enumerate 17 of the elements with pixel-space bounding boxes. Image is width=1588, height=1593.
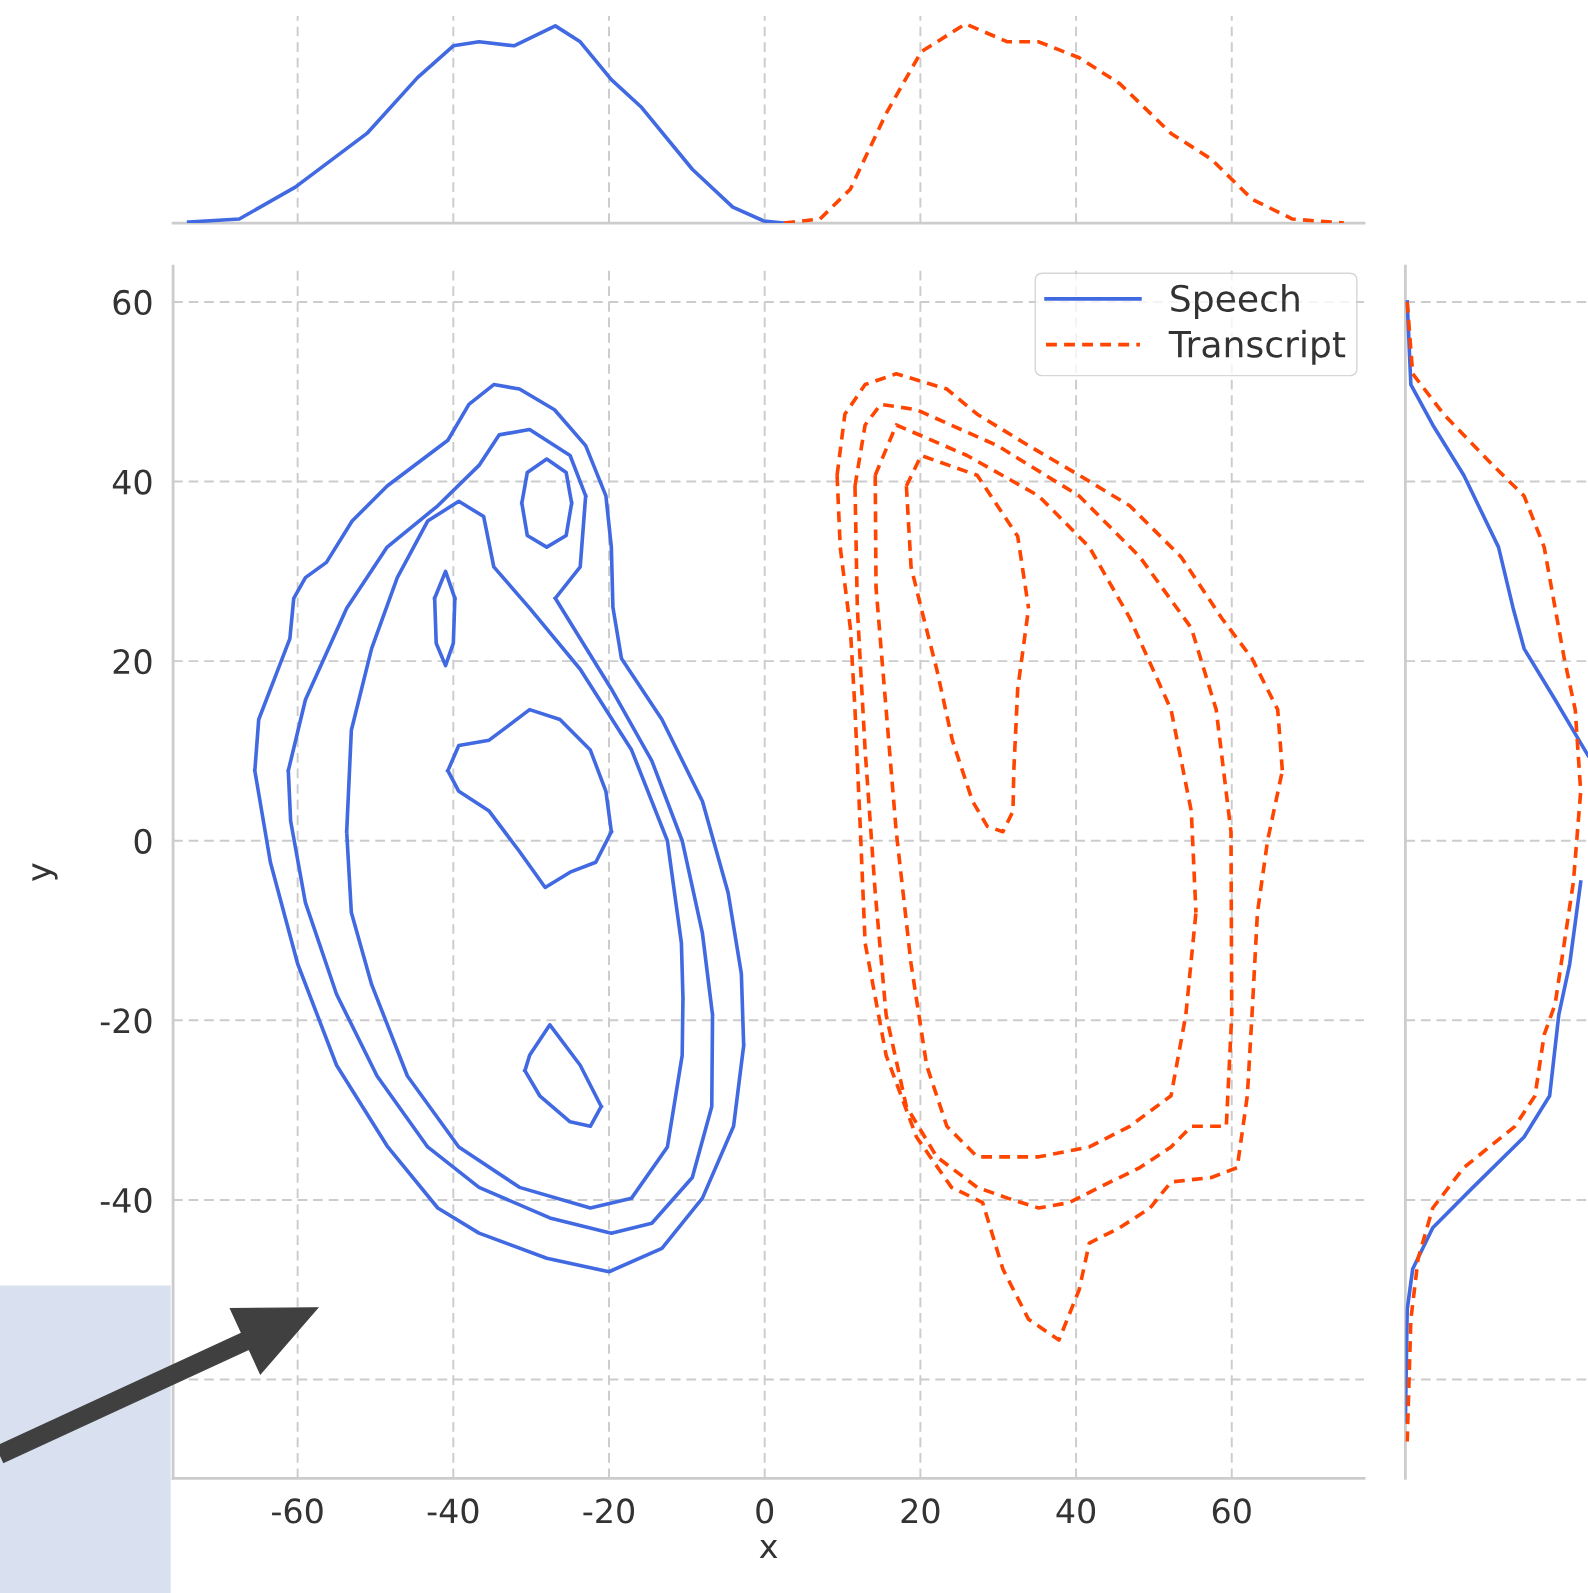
legend-label: Speech <box>1171 284 1299 320</box>
x-axis-title: x <box>759 1539 778 1559</box>
x-tick-label: -60 <box>272 1498 323 1524</box>
y-axis-title: y <box>32 863 58 882</box>
x-tick-label: 0 <box>756 1498 774 1524</box>
x-tick-label: -20 <box>583 1498 635 1524</box>
x-tick-label: -40 <box>427 1498 479 1524</box>
y-tick-label: -40 <box>100 1187 152 1214</box>
y-tick-label: 0 <box>134 828 152 854</box>
y-tick-label: 60 <box>113 289 152 316</box>
legend-label: Transcript <box>1168 329 1346 365</box>
x-tick-label: 20 <box>901 1498 940 1524</box>
x-tick-label: 40 <box>1056 1498 1096 1524</box>
y-tick-label: 20 <box>113 649 152 675</box>
y-tick-label: 40 <box>112 469 152 495</box>
y-tick-label: -20 <box>100 1008 152 1034</box>
x-tick-label: 60 <box>1212 1498 1251 1524</box>
